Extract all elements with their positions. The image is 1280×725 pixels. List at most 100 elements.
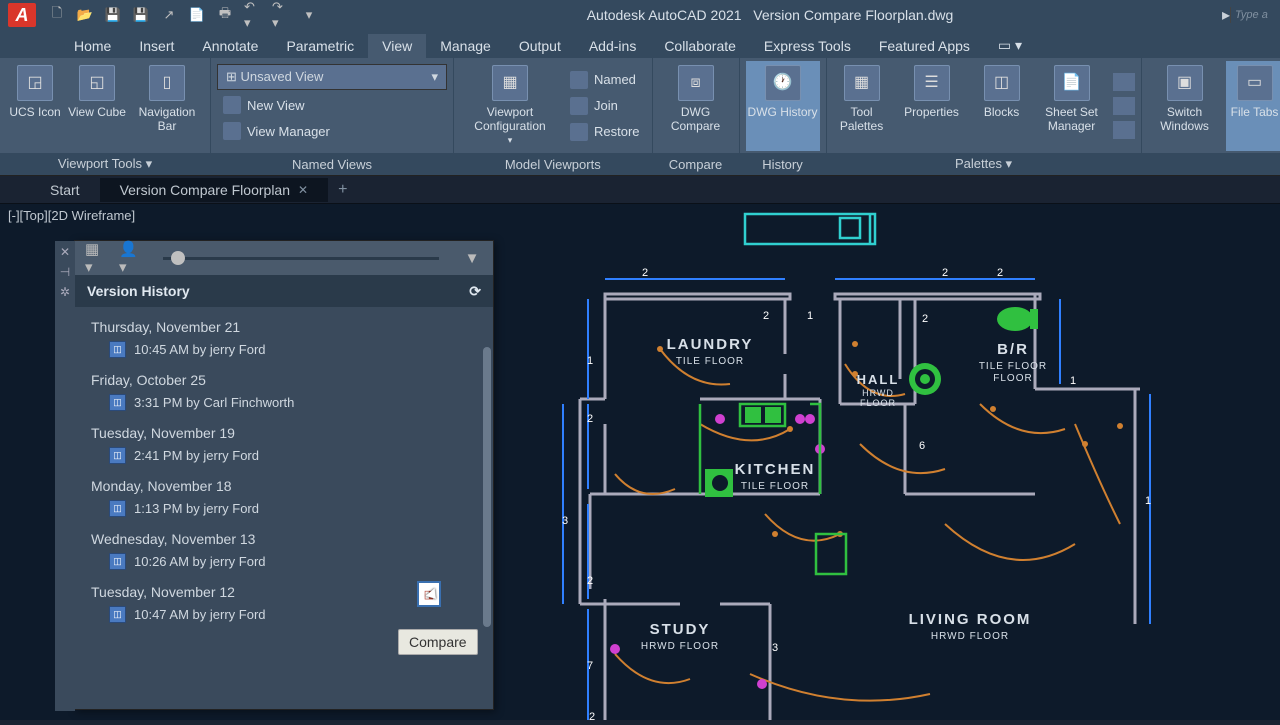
join-viewport-button[interactable]: Join bbox=[564, 95, 646, 117]
file-tab-active[interactable]: Version Compare Floorplan✕ bbox=[100, 178, 328, 202]
add-tab-button[interactable]: + bbox=[328, 179, 357, 201]
vh-scrollbar[interactable] bbox=[481, 307, 491, 707]
start-tab[interactable]: Start bbox=[30, 178, 100, 202]
tab-collaborate[interactable]: Collaborate bbox=[650, 34, 750, 58]
close-tab-icon[interactable]: ✕ bbox=[298, 183, 308, 197]
vh-refresh-icon[interactable]: ⟳ bbox=[469, 283, 481, 300]
ribbon-label-palettes[interactable]: Palettes ▾ bbox=[827, 153, 1141, 175]
redo-icon[interactable]: ↷ ▾ bbox=[272, 6, 290, 24]
vh-gear-icon[interactable]: ✲ bbox=[60, 285, 70, 299]
named-viewport-button[interactable]: Named bbox=[564, 69, 646, 91]
properties-button[interactable]: ☰Properties bbox=[895, 61, 969, 151]
restore-viewport-button[interactable]: Restore bbox=[564, 121, 646, 143]
vh-date-4: Wednesday, November 13 bbox=[81, 523, 487, 549]
svg-text:LAUNDRY: LAUNDRY bbox=[667, 336, 754, 353]
tab-manage[interactable]: Manage bbox=[426, 34, 505, 58]
tab-view[interactable]: View bbox=[368, 34, 426, 58]
file-icon: ◫ bbox=[109, 606, 126, 623]
vh-time-slider[interactable] bbox=[163, 257, 439, 260]
app-logo[interactable]: A bbox=[8, 3, 36, 27]
print-icon[interactable]: 🖶 bbox=[216, 6, 234, 24]
vh-filter-icon[interactable]: ▼ bbox=[461, 247, 483, 269]
open-icon[interactable]: 📂 bbox=[76, 6, 94, 24]
vh-entry-2[interactable]: ◫2:41 PM by jerry Ford bbox=[81, 443, 487, 470]
file-tabs: Start Version Compare Floorplan✕ + bbox=[0, 176, 1280, 204]
file-icon: ◫ bbox=[109, 394, 126, 411]
vh-toolbar: ▦ ▾ 👤 ▾ ▼ bbox=[75, 241, 493, 275]
svg-text:FLOOR: FLOOR bbox=[860, 398, 896, 408]
saveas-icon[interactable]: 💾 bbox=[132, 6, 150, 24]
vh-sidebar: ✕ ⊣ ✲ bbox=[55, 241, 75, 711]
tab-extra[interactable]: ▭ ▾ bbox=[984, 33, 1036, 58]
palette-small-2[interactable] bbox=[1113, 97, 1135, 115]
qat-dropdown-icon[interactable]: ▾ bbox=[300, 6, 318, 24]
file-icon: ◫ bbox=[109, 341, 126, 358]
compare-tooltip: Compare bbox=[398, 629, 478, 655]
file-icon: ◫ bbox=[109, 553, 126, 570]
tab-insert[interactable]: Insert bbox=[125, 34, 188, 58]
svg-text:KITCHEN: KITCHEN bbox=[735, 461, 816, 478]
svg-text:FLOOR: FLOOR bbox=[993, 373, 1032, 384]
vh-entry-1[interactable]: ◫3:31 PM by Carl Finchworth bbox=[81, 390, 487, 417]
ribbon-group-interface: ▣Switch Windows ▭File Tabs ▭Layout Tabs … bbox=[1142, 58, 1280, 175]
view-manager-button[interactable]: View Manager bbox=[217, 120, 336, 142]
tab-addins[interactable]: Add-ins bbox=[575, 34, 650, 58]
navigation-bar-button[interactable]: ▯Navigation Bar bbox=[130, 61, 204, 151]
svg-text:HALL: HALL bbox=[857, 372, 900, 387]
ucs-icon-button[interactable]: ◲UCS Icon bbox=[6, 61, 64, 151]
switch-windows-button[interactable]: ▣Switch Windows bbox=[1148, 61, 1222, 151]
svg-text:TILE FLOOR: TILE FLOOR bbox=[741, 481, 809, 492]
view-cube-button[interactable]: ◱View Cube bbox=[68, 61, 126, 151]
ribbon-group-viewport-tools: ◲UCS Icon ◱View Cube ▯Navigation Bar Vie… bbox=[0, 58, 211, 175]
plot-icon[interactable]: 📄 bbox=[188, 6, 206, 24]
tab-home[interactable]: Home bbox=[60, 34, 125, 58]
tool-palettes-button[interactable]: ▦Tool Palettes bbox=[833, 61, 891, 151]
dwg-history-button[interactable]: 🕐DWG History bbox=[746, 61, 820, 151]
undo-icon[interactable]: ↶ ▾ bbox=[244, 6, 262, 24]
ribbon-label-viewport-tools[interactable]: Viewport Tools ▾ bbox=[0, 153, 210, 175]
ribbon-group-compare: ⧈DWG Compare Compare bbox=[653, 58, 740, 175]
svg-text:HRWD FLOOR: HRWD FLOOR bbox=[641, 641, 719, 652]
svg-text:2: 2 bbox=[589, 711, 595, 720]
svg-text:6: 6 bbox=[919, 440, 925, 452]
floorplan-drawing[interactable]: 2 22 1 2 3 2 7 2 1 1 2 1 2 6 3 bbox=[520, 204, 1280, 720]
svg-text:3: 3 bbox=[772, 642, 778, 654]
search-input[interactable]: Type a bbox=[1230, 7, 1280, 23]
file-tabs-button[interactable]: ▭File Tabs bbox=[1226, 61, 1280, 151]
new-view-button[interactable]: New View bbox=[217, 94, 311, 116]
vh-entry-3[interactable]: ◫1:13 PM by jerry Ford bbox=[81, 496, 487, 523]
tab-annotate[interactable]: Annotate bbox=[188, 34, 272, 58]
blocks-button[interactable]: ◫Blocks bbox=[973, 61, 1031, 151]
vh-entry-0[interactable]: ◫10:45 AM by jerry Ford bbox=[81, 337, 487, 364]
tab-expresstools[interactable]: Express Tools bbox=[750, 34, 865, 58]
ribbon-label-interface: Interface bbox=[1142, 153, 1280, 175]
tab-output[interactable]: Output bbox=[505, 34, 575, 58]
svg-text:STUDY: STUDY bbox=[650, 621, 711, 638]
save-icon[interactable]: 💾 bbox=[104, 6, 122, 24]
ribbon-label-history: History bbox=[740, 153, 826, 175]
svg-text:3: 3 bbox=[562, 515, 568, 527]
canvas-area[interactable]: [-][Top][2D Wireframe] C123456 ✕ ⊣ ✲ ▦ ▾… bbox=[0, 204, 1280, 720]
help-chevron-icon[interactable]: ▸ bbox=[1222, 5, 1230, 25]
web-icon[interactable]: ↗ bbox=[160, 6, 178, 24]
vh-close-icon[interactable]: ✕ bbox=[60, 245, 70, 259]
svg-text:HRWD: HRWD bbox=[862, 388, 894, 398]
new-icon[interactable]: 🗋 bbox=[48, 6, 66, 24]
viewport-config-button[interactable]: ▦Viewport Configuration▾ bbox=[460, 61, 560, 151]
dwg-compare-button[interactable]: ⧈DWG Compare bbox=[659, 61, 733, 151]
svg-text:1: 1 bbox=[1070, 375, 1076, 387]
ribbon-label-model-viewports: Model Viewports bbox=[454, 153, 652, 175]
vh-entry-4[interactable]: ◫10:26 AM by jerry Ford bbox=[81, 549, 487, 576]
svg-text:1: 1 bbox=[1145, 495, 1151, 507]
view-dropdown[interactable]: ⊞ Unsaved View▾ bbox=[217, 64, 447, 90]
tab-parametric[interactable]: Parametric bbox=[272, 34, 368, 58]
quick-access-toolbar: 🗋 📂 💾 💾 ↗ 📄 🖶 ↶ ▾ ↷ ▾ ▾ bbox=[48, 6, 318, 24]
sheet-set-button[interactable]: 📄Sheet Set Manager bbox=[1035, 61, 1109, 151]
palette-small-3[interactable] bbox=[1113, 121, 1135, 139]
tab-featuredapps[interactable]: Featured Apps bbox=[865, 34, 984, 58]
vh-pin-icon[interactable]: ⊣ bbox=[60, 265, 70, 279]
palette-small-1[interactable] bbox=[1113, 73, 1135, 91]
vh-grid-icon[interactable]: ▦ ▾ bbox=[85, 247, 107, 269]
viewport-label[interactable]: [-][Top][2D Wireframe] bbox=[8, 208, 135, 223]
vh-user-icon[interactable]: 👤 ▾ bbox=[119, 247, 141, 269]
